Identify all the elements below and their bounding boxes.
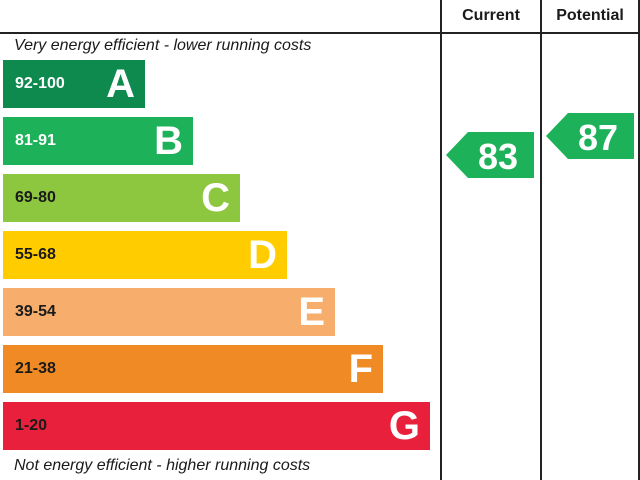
band-e: 39-54 E [3,288,335,336]
band-g-letter: G [388,404,420,448]
right-border [638,0,640,480]
band-c-range: 69-80 [15,189,56,206]
band-f: 21-38 F [3,345,383,393]
current-rating-value: 83 [478,136,518,177]
band-e-letter: E [298,290,325,334]
band-a-letter: A [106,62,135,106]
band-e-range: 39-54 [15,303,56,320]
band-a: 92-100 A [3,60,145,108]
band-c: 69-80 C [3,174,240,222]
column-header-potential: Potential [556,7,624,24]
band-f-letter: F [348,347,373,391]
potential-rating-value: 87 [578,117,618,158]
band-g: 1-20 G [3,402,430,450]
band-b-range: 81-91 [15,132,56,149]
divider-potential [540,0,542,480]
band-f-range: 21-38 [15,360,56,377]
band-d: 55-68 D [3,231,287,279]
header-bottom-rule [0,32,640,34]
column-header-current: Current [462,7,520,24]
band-a-range: 92-100 [15,75,65,92]
band-d-range: 55-68 [15,246,56,263]
band-g-range: 1-20 [15,417,48,434]
band-c-letter: C [201,176,230,220]
caption-top: Very energy efficient - lower running co… [14,37,312,54]
caption-bottom: Not energy efficient - higher running co… [14,457,311,474]
current-rating-arrow [446,132,534,178]
potential-rating-arrow [546,113,634,159]
divider-current [440,0,442,480]
band-b: 81-91 B [3,117,193,165]
band-d-letter: D [248,233,277,277]
potential-rating-pointer: 87 [546,113,634,159]
current-rating-pointer: 83 [446,132,534,178]
band-b-letter: B [154,119,183,163]
